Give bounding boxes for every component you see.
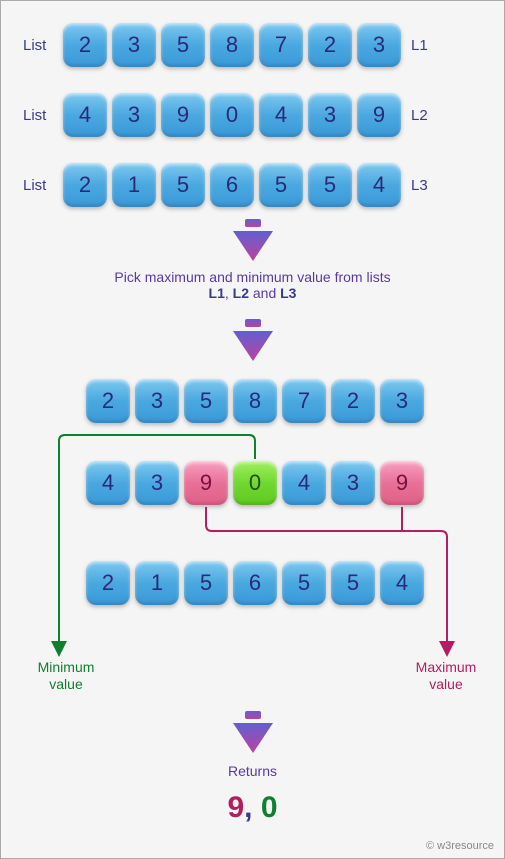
diagram-canvas: List 2 3 5 8 7 2 3 L1 List 4 3 9 0 4 3 9… — [0, 0, 505, 859]
cell: 4 — [86, 461, 130, 505]
caption-L3: L3 — [280, 285, 296, 301]
cells-R2: 4 3 9 0 4 3 9 — [86, 461, 424, 505]
cell: 2 — [331, 379, 375, 423]
cell: 9 — [161, 93, 205, 137]
arrow-down-icon — [223, 319, 283, 364]
cell-max: 9 — [380, 461, 424, 505]
caption-L2: L2 — [233, 285, 249, 301]
cell: 0 — [210, 93, 254, 137]
caption-line1: Pick maximum and minimum value from list… — [114, 269, 390, 285]
cells-R3: 2 1 5 6 5 5 4 — [86, 561, 424, 605]
cell: 3 — [331, 461, 375, 505]
cell: 3 — [112, 23, 156, 67]
cell: 9 — [357, 93, 401, 137]
maximum-value-label: Maximum value — [406, 659, 486, 693]
cells-R1: 2 3 5 8 7 2 3 — [86, 379, 424, 423]
watermark: © w3resource — [426, 840, 494, 852]
cell: 2 — [308, 23, 352, 67]
cell: 5 — [184, 561, 228, 605]
cell: 7 — [282, 379, 326, 423]
result-row-3: 2 1 5 6 5 5 4 — [86, 561, 424, 605]
cell: 2 — [86, 379, 130, 423]
cell: 2 — [63, 23, 107, 67]
cell: 5 — [331, 561, 375, 605]
cell: 4 — [282, 461, 326, 505]
cell-min: 0 — [233, 461, 277, 505]
cell: 4 — [357, 163, 401, 207]
result-comma: , — [244, 791, 252, 824]
cell: 5 — [161, 163, 205, 207]
result-row-2: 4 3 9 0 4 3 9 — [86, 461, 424, 505]
list-row-L2: List 4 3 9 0 4 3 9 L2 — [23, 93, 436, 137]
cell: 3 — [112, 93, 156, 137]
caption-L1: L1 — [209, 285, 225, 301]
list-label: List — [23, 107, 53, 124]
cell: 3 — [308, 93, 352, 137]
returns-label: Returns — [1, 763, 504, 779]
arrow-down-icon — [223, 711, 283, 756]
cell: 6 — [233, 561, 277, 605]
cell: 8 — [210, 23, 254, 67]
cell: 4 — [259, 93, 303, 137]
caption-and: and — [253, 285, 276, 301]
cell: 3 — [135, 461, 179, 505]
cell: 8 — [233, 379, 277, 423]
cell: 5 — [184, 379, 228, 423]
result-row-1: 2 3 5 8 7 2 3 — [86, 379, 424, 423]
result-min: 0 — [261, 791, 278, 824]
list-row-L1: List 2 3 5 8 7 2 3 L1 — [23, 23, 436, 67]
cell: 5 — [259, 163, 303, 207]
list-name-L2: L2 — [411, 107, 436, 124]
list-row-L3: List 2 1 5 6 5 5 4 L3 — [23, 163, 436, 207]
cell: 4 — [63, 93, 107, 137]
cells-L1: 2 3 5 8 7 2 3 — [63, 23, 401, 67]
comma: , — [225, 285, 229, 301]
cells-L3: 2 1 5 6 5 5 4 — [63, 163, 401, 207]
cell: 4 — [380, 561, 424, 605]
cell: 2 — [63, 163, 107, 207]
list-label: List — [23, 37, 53, 54]
result-value: 9, 0 — [1, 791, 504, 825]
list-name-L1: L1 — [411, 37, 436, 54]
cell: 2 — [86, 561, 130, 605]
arrow-down-icon — [223, 219, 283, 264]
result-max: 9 — [227, 791, 244, 824]
cell: 5 — [308, 163, 352, 207]
cell: 3 — [135, 379, 179, 423]
list-label: List — [23, 177, 53, 194]
cell: 1 — [135, 561, 179, 605]
cell: 3 — [380, 379, 424, 423]
caption-pick: Pick maximum and minimum value from list… — [1, 269, 504, 301]
cell: 5 — [161, 23, 205, 67]
cell: 1 — [112, 163, 156, 207]
cell: 6 — [210, 163, 254, 207]
cells-L2: 4 3 9 0 4 3 9 — [63, 93, 401, 137]
cell-max: 9 — [184, 461, 228, 505]
cell: 7 — [259, 23, 303, 67]
list-name-L3: L3 — [411, 177, 436, 194]
cell: 3 — [357, 23, 401, 67]
cell: 5 — [282, 561, 326, 605]
minimum-value-label: Minimum value — [26, 659, 106, 693]
